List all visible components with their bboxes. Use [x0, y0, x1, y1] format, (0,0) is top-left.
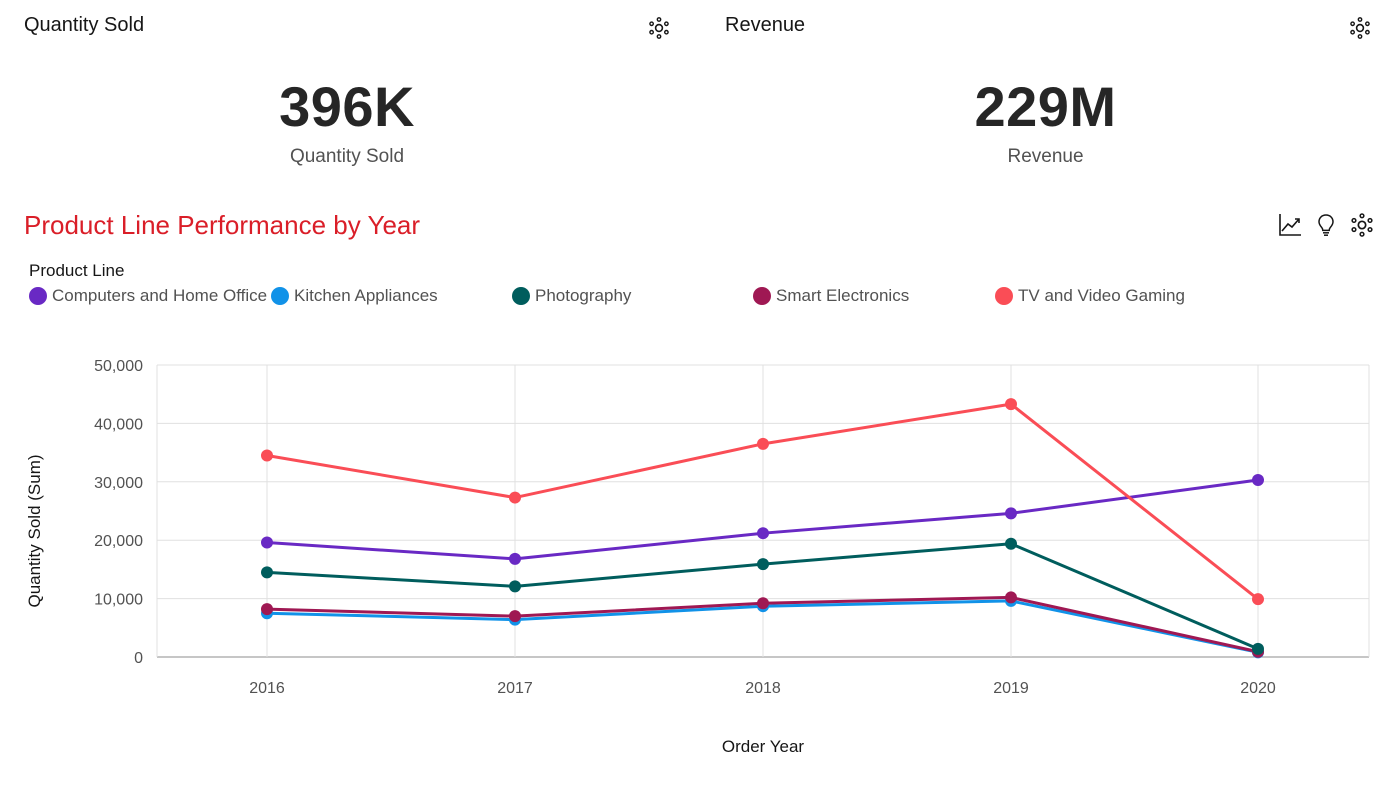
kpi-title: Revenue [725, 14, 806, 36]
data-point-tv-and-video-gaming[interactable] [757, 437, 769, 450]
data-point-photography[interactable] [1005, 537, 1017, 550]
legend-swatch [753, 287, 771, 305]
data-point-computers-and-home-office[interactable] [261, 536, 273, 549]
kpi-revenue: Revenue 229M Revenue [701, 0, 1384, 190]
legend-item-computers-and-home-office[interactable]: Computers and Home Office [29, 286, 267, 306]
kpi-title: Quantity Sold [24, 14, 145, 36]
settings-icon[interactable] [647, 16, 671, 40]
y-tick-label: 40,000 [94, 416, 143, 433]
data-point-smart-electronics[interactable] [757, 597, 769, 610]
data-point-smart-electronics[interactable] [261, 603, 273, 616]
y-tick-label: 30,000 [94, 475, 143, 492]
data-point-photography[interactable] [509, 580, 521, 593]
legend-label: Smart Electronics [776, 286, 910, 305]
data-point-computers-and-home-office[interactable] [757, 527, 769, 540]
legend-label: Kitchen Appliances [294, 286, 438, 305]
kpi-value: 396K [279, 75, 415, 138]
x-tick-label: 2019 [993, 680, 1029, 697]
y-tick-label: 10,000 [94, 592, 143, 609]
legend-swatch [512, 287, 530, 305]
y-axis-title: Quantity Sold (Sum) [25, 454, 44, 607]
settings-icon[interactable] [1349, 212, 1375, 238]
legend-item-tv-and-video-gaming[interactable]: TV and Video Gaming [995, 286, 1185, 306]
data-point-photography[interactable] [261, 566, 273, 579]
x-tick-label: 2018 [745, 680, 781, 697]
legend-label: TV and Video Gaming [1018, 286, 1185, 305]
x-tick-label: 2016 [249, 680, 285, 697]
data-point-tv-and-video-gaming[interactable] [1005, 398, 1017, 411]
data-point-smart-electronics[interactable] [509, 610, 521, 623]
y-tick-label: 50,000 [94, 358, 143, 375]
line-chart-icon[interactable] [1277, 212, 1303, 238]
x-tick-label: 2017 [497, 680, 533, 697]
lightbulb-icon[interactable] [1313, 212, 1339, 238]
data-point-tv-and-video-gaming[interactable] [261, 449, 273, 462]
line-chart: 0 10,000 20,000 30,000 40,000 50,000 2016 2017 2… [25, 358, 1370, 756]
x-tick-label: 2020 [1240, 680, 1276, 697]
legend-label: Photography [535, 286, 632, 305]
data-point-photography[interactable] [757, 558, 769, 571]
x-axis-title: Order Year [722, 737, 805, 756]
legend-label: Computers and Home Office [52, 286, 268, 305]
legend-swatch [995, 287, 1013, 305]
legend-item-kitchen-appliances[interactable]: Kitchen Appliances [271, 286, 438, 306]
data-point-tv-and-video-gaming[interactable] [509, 491, 521, 504]
data-point-smart-electronics[interactable] [1005, 591, 1017, 604]
legend-item-photography[interactable]: Photography [512, 286, 631, 306]
kpi-value: 229M [974, 75, 1117, 138]
kpi-label: Quantity Sold [289, 146, 405, 167]
chart-title: Product Line Performance by Year [24, 210, 421, 240]
data-point-computers-and-home-office[interactable] [1005, 507, 1017, 520]
data-point-computers-and-home-office[interactable] [1252, 474, 1264, 487]
legend-item-smart-electronics[interactable]: Smart Electronics [753, 286, 909, 306]
legend-title: Product Line [29, 261, 125, 280]
data-point-photography[interactable] [1252, 642, 1264, 655]
data-point-tv-and-video-gaming[interactable] [1252, 593, 1264, 606]
settings-icon[interactable] [1348, 16, 1372, 40]
kpi-quantity-sold: Quantity Sold 396K Quantity Sold [0, 0, 692, 190]
data-point-computers-and-home-office[interactable] [509, 552, 521, 565]
legend-swatch [271, 287, 289, 305]
y-tick-label: 20,000 [94, 533, 143, 550]
y-tick-label: 0 [134, 650, 143, 667]
legend-swatch [29, 287, 47, 305]
kpi-label: Revenue [1007, 146, 1084, 167]
